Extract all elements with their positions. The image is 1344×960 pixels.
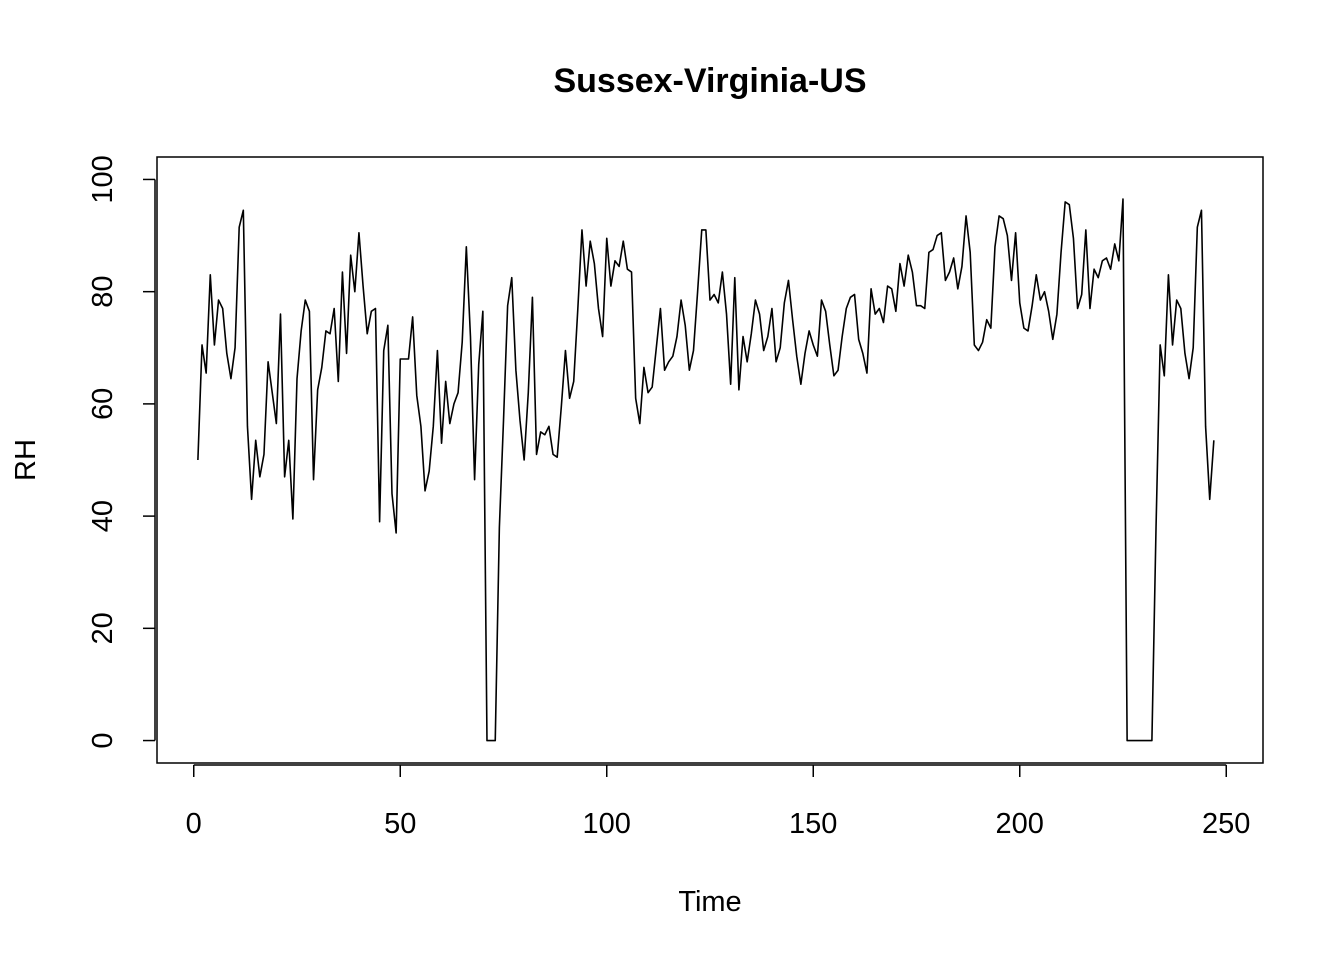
x-tick-label: 0 [186,808,202,840]
y-tick-label: 40 [87,500,119,532]
y-axis: 0 20 40 60 80 100 [87,155,156,749]
y-tick-label: 80 [87,276,119,308]
x-axis-label: Time [678,886,741,918]
y-axis-label: RH [10,439,42,481]
x-tick-label: 100 [583,808,631,840]
x-tick-label: 250 [1202,808,1250,840]
x-tick-label: 200 [996,808,1044,840]
x-tick-label: 50 [384,808,416,840]
x-tick-label: 150 [789,808,837,840]
series-line-rh [197,198,1215,742]
plot-frame [156,156,1264,764]
y-tick-label: 20 [87,612,119,644]
x-axis: 0 50 100 150 200 250 [186,764,1250,840]
y-tick-label: 0 [87,732,119,748]
y-tick-label: 60 [87,388,119,420]
y-tick-label: 100 [87,155,119,203]
chart-title: Sussex-Virginia-US [553,62,866,100]
